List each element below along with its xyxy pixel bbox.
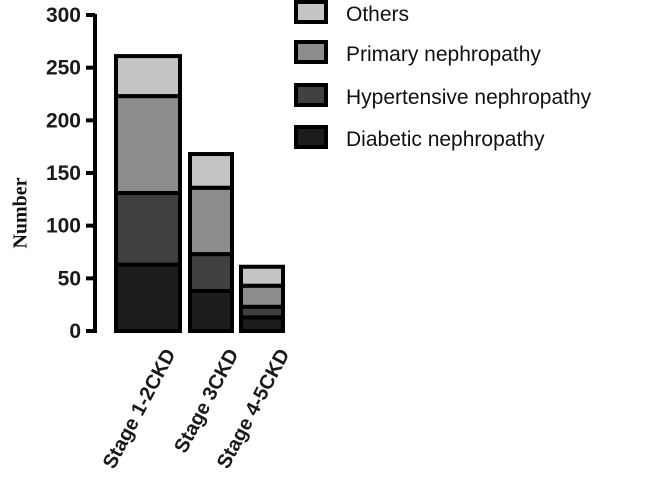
y-tick-label: 200 <box>46 109 81 132</box>
y-tick-label: 150 <box>46 162 81 185</box>
bar-segment <box>239 283 285 309</box>
legend-label: Primary nephropathy <box>346 43 541 66</box>
legend: Others Primary nephropathy Hypertensive ne… <box>294 0 592 151</box>
bar-segment <box>239 315 285 334</box>
bar-segment <box>188 152 234 190</box>
legend-swatch <box>294 40 328 64</box>
bar-segment <box>188 185 234 257</box>
bars <box>114 54 285 334</box>
legend-swatch <box>294 0 328 24</box>
bar-segment <box>188 288 234 333</box>
x-tick-label: Stage 1-2CKD <box>99 345 181 472</box>
y-axis-title: Number <box>10 177 32 248</box>
legend-label: Hypertensive nephropathy <box>346 86 592 109</box>
bar-segment <box>188 252 234 293</box>
legend-swatch <box>294 83 328 107</box>
y-tick-label: 300 <box>46 4 81 27</box>
bar-segment <box>114 191 182 267</box>
y-tick-label: 50 <box>58 267 81 290</box>
bar-segment <box>114 54 182 99</box>
legend-label: Diabetic nephropathy <box>346 128 545 151</box>
bar-segment <box>239 264 285 288</box>
y-tick-label: 250 <box>46 57 81 80</box>
legend-swatch <box>294 125 328 149</box>
y-axis: 0 50 100 150 200 250 300 <box>46 4 97 343</box>
legend-label: Others <box>346 3 409 26</box>
bar-segment <box>114 94 182 196</box>
y-tick-label: 0 <box>69 320 81 343</box>
y-tick-label: 100 <box>46 215 81 238</box>
bar-segment <box>114 262 182 334</box>
